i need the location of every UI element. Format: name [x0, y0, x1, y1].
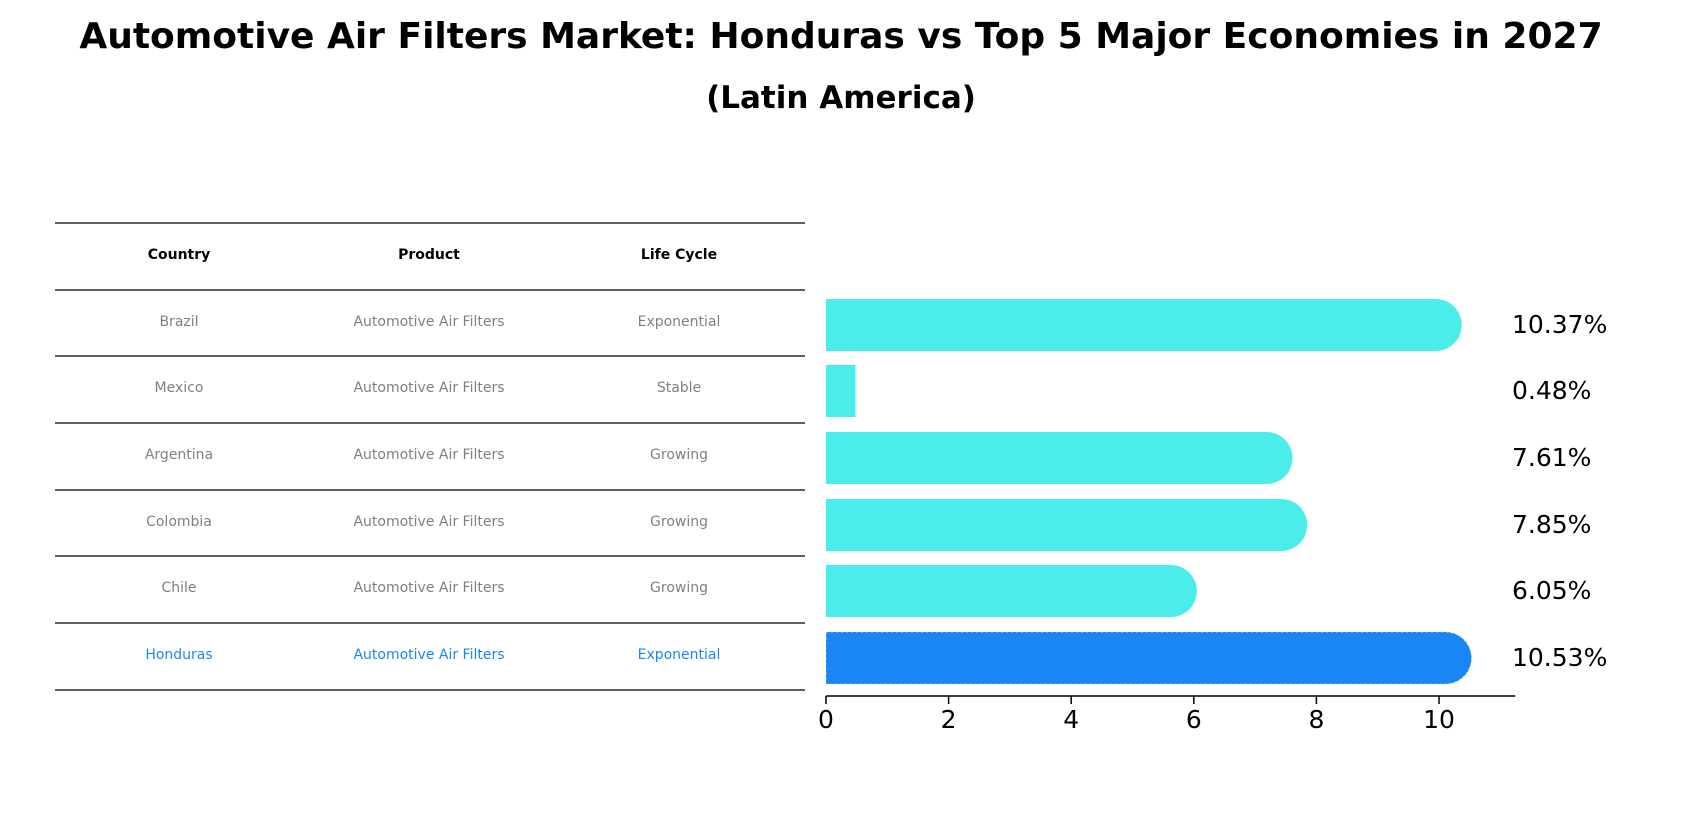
chart-title: Automotive Air Filters Market: Honduras …	[79, 16, 1603, 57]
table-cell-life-cycle: Growing	[650, 514, 708, 530]
x-tick-label: 10	[1423, 705, 1455, 734]
table-cell-product: Automotive Air Filters	[353, 447, 504, 463]
x-tick-label: 8	[1308, 705, 1324, 734]
table-header-cell: Product	[398, 247, 460, 263]
table-cell-life-cycle: Growing	[650, 580, 708, 596]
x-tick-label: 4	[1063, 705, 1079, 734]
bar-value-label: 7.61%	[1512, 443, 1591, 472]
table-cell-country: Colombia	[146, 514, 212, 530]
x-tick-label: 2	[941, 705, 957, 734]
x-axis: 0 2 4 6 8 10	[818, 695, 1516, 734]
bar-value-label: 0.48%	[1512, 376, 1591, 405]
table-cell-country: Chile	[161, 580, 196, 596]
table-cell-country: Mexico	[155, 380, 204, 396]
bar	[826, 299, 1462, 351]
table-header-cell: Life Cycle	[641, 247, 717, 263]
table-cell-country: Argentina	[145, 447, 213, 463]
bar-value-label: 10.53%	[1512, 643, 1607, 672]
table-cell-product: Automotive Air Filters	[353, 647, 504, 663]
bar-value-label: 7.85%	[1512, 510, 1591, 539]
table-cell-product: Automotive Air Filters	[353, 514, 504, 530]
bar-highlight-outline	[825, 631, 1472, 685]
bar-value-label: 10.37%	[1512, 310, 1607, 339]
bar-plot: 10.37% 0.48% 7.61% 7.85% 6.05% 10.53%	[825, 299, 1607, 685]
table-cell-country: Brazil	[159, 314, 198, 330]
table-cell-life-cycle: Growing	[650, 447, 708, 463]
bar	[826, 499, 1308, 551]
data-table: Country Product Life Cycle Brazil Automotive…	[55, 222, 805, 691]
table-cell-product: Automotive Air Filters	[353, 580, 504, 596]
bar	[826, 432, 1293, 484]
bar	[826, 365, 856, 417]
bar-highlight	[826, 632, 1472, 684]
bar-value-label: 6.05%	[1512, 576, 1591, 605]
table-cell-product: Automotive Air Filters	[353, 314, 504, 330]
table-cell-life-cycle: Exponential	[638, 647, 721, 663]
table-header-cell: Country	[148, 247, 211, 263]
table-cell-life-cycle: Stable	[657, 380, 701, 396]
table-cell-country: Honduras	[145, 647, 212, 663]
table-cell-product: Automotive Air Filters	[353, 380, 504, 396]
x-tick-label: 0	[818, 705, 834, 734]
table-cell-life-cycle: Exponential	[638, 314, 721, 330]
chart-subtitle: (Latin America)	[706, 80, 976, 116]
bar	[826, 565, 1197, 617]
x-tick-label: 6	[1186, 705, 1202, 734]
